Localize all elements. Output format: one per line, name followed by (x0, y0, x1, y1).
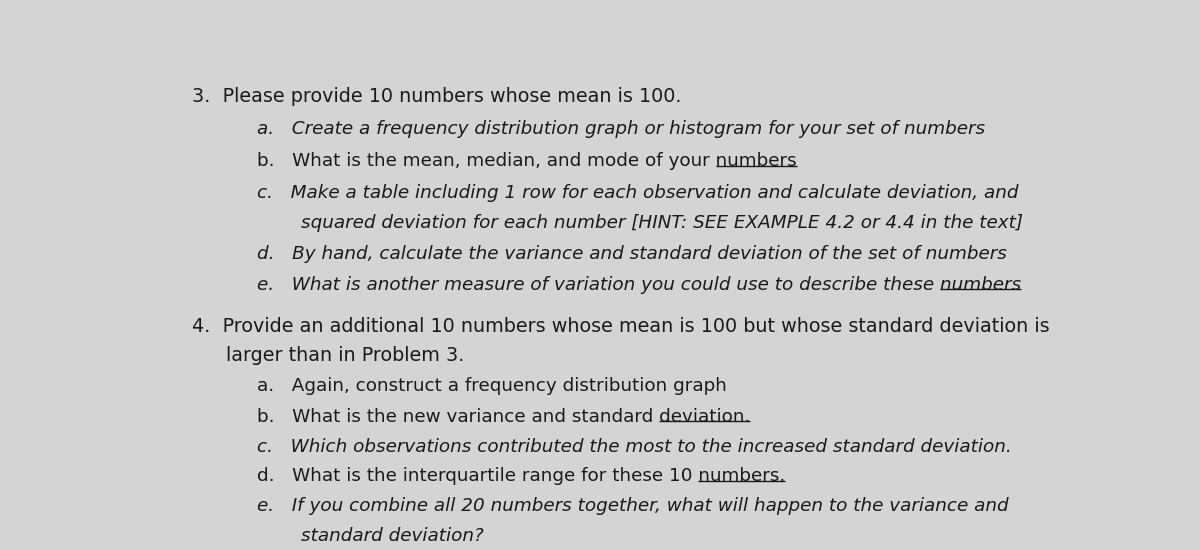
Text: b.   What is the new variance and standard deviation.: b. What is the new variance and standard… (257, 408, 750, 426)
Text: b.   What is the mean, median, and mode of your numbers: b. What is the mean, median, and mode of… (257, 152, 797, 170)
Text: b.   What is the mean, median, and mode of your numbers: b. What is the mean, median, and mode of… (257, 152, 797, 170)
Text: b.   What is the mean, median, and mode of your: b. What is the mean, median, and mode of… (257, 152, 715, 170)
Text: e.   What is another measure of variation you could use to describe these number: e. What is another measure of variation … (257, 276, 1021, 294)
Text: 4.  Provide an additional 10 numbers whose mean is 100 but whose standard deviat: 4. Provide an additional 10 numbers whos… (192, 317, 1050, 336)
Text: c.   Which observations contributed the most to the increased standard deviation: c. Which observations contributed the mo… (257, 438, 1012, 456)
Text: squared deviation for each number [HINT: SEE EXAMPLE 4.2 or 4.4 in the text]: squared deviation for each number [HINT:… (301, 214, 1022, 232)
Text: a.   Create a frequency distribution graph or histogram for your set of numbers: a. Create a frequency distribution graph… (257, 120, 985, 138)
Text: e.   What is another measure of variation you could use to describe these number: e. What is another measure of variation … (257, 276, 1021, 294)
Text: b.   What is the new variance and standard deviation.: b. What is the new variance and standard… (257, 408, 750, 426)
Text: e.   If you combine all 20 numbers together, what will happen to the variance an: e. If you combine all 20 numbers togethe… (257, 497, 1008, 515)
Text: 3.  Please provide 10 numbers whose mean is 100.: 3. Please provide 10 numbers whose mean … (192, 87, 682, 106)
Text: d.   What is the interquartile range for these 10 numbers.: d. What is the interquartile range for t… (257, 468, 785, 486)
Text: standard deviation?: standard deviation? (301, 527, 484, 544)
Text: b.   What is the new variance and standard: b. What is the new variance and standard (257, 408, 659, 426)
Text: larger than in Problem 3.: larger than in Problem 3. (227, 346, 464, 365)
Text: d.   What is the interquartile range for these 10: d. What is the interquartile range for t… (257, 468, 698, 486)
Text: e.   What is another measure of variation you could use to describe these: e. What is another measure of variation … (257, 276, 940, 294)
Text: d.   What is the interquartile range for these 10 numbers.: d. What is the interquartile range for t… (257, 468, 785, 486)
Text: c.   Make a table including 1 row for each observation and calculate deviation, : c. Make a table including 1 row for each… (257, 184, 1019, 202)
Text: a.   Again, construct a frequency distribution graph: a. Again, construct a frequency distribu… (257, 377, 727, 395)
Text: d.   By hand, calculate the variance and standard deviation of the set of number: d. By hand, calculate the variance and s… (257, 245, 1007, 263)
